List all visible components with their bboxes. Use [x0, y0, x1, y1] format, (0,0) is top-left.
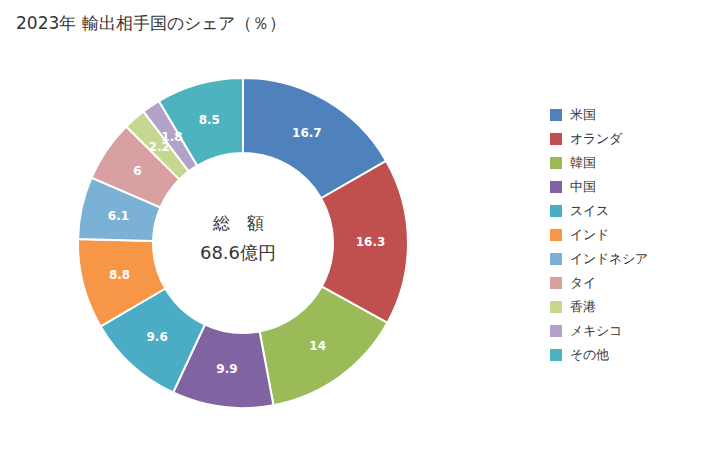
html-text:米国: 米国	[570, 107, 596, 122]
svg-text:9.9: 9.9	[216, 362, 237, 376]
svg-text:9.6: 9.6	[146, 330, 167, 344]
svg-text:16.7: 16.7	[292, 126, 322, 140]
html-text:インドネシア: インドネシア	[570, 251, 648, 266]
html-text:タイ: タイ	[570, 275, 596, 290]
html-text:インド: インド	[570, 227, 609, 242]
svg-text:8.5: 8.5	[199, 113, 220, 127]
html-text:香港: 香港	[570, 299, 596, 314]
svg-text:6.1: 6.1	[108, 209, 129, 223]
html-text:2023年 輸出相手国のシェア（％）: 2023年 輸出相手国のシェア（％）	[16, 13, 286, 33]
svg-text:14: 14	[309, 339, 326, 353]
html-text:その他: その他	[570, 347, 609, 362]
html-text:オランダ: オランダ	[570, 131, 622, 146]
html-text:68.6億円: 68.6億円	[200, 242, 276, 263]
html-text:スイス: スイス	[570, 203, 609, 218]
html-text:韓国: 韓国	[570, 155, 596, 170]
svg-text:1.8: 1.8	[161, 130, 182, 144]
html-text:総 額: 総 額	[212, 213, 264, 233]
svg-text:2.2: 2.2	[148, 139, 170, 154]
svg-text:16.3: 16.3	[356, 235, 386, 249]
html-text:メキシコ: メキシコ	[570, 323, 622, 338]
html-text:中国: 中国	[570, 179, 596, 194]
svg-text:8.8: 8.8	[109, 268, 130, 282]
svg-text:6: 6	[133, 164, 141, 178]
